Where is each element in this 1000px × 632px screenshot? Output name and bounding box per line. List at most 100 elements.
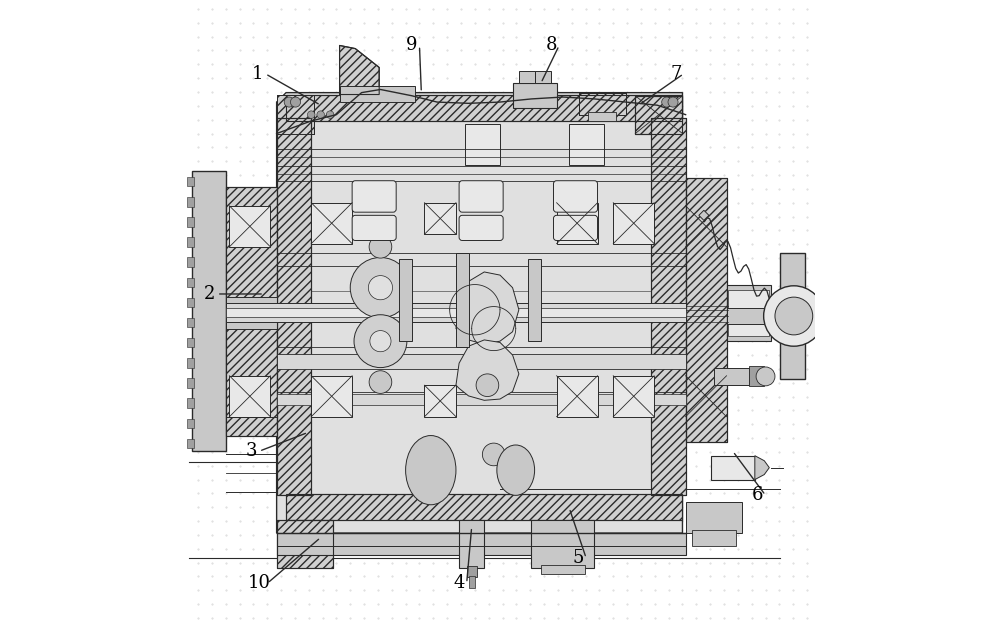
Circle shape [775, 297, 813, 335]
Text: 8: 8 [546, 37, 557, 54]
Bar [277, 394, 686, 405]
Text: 2: 2 [204, 285, 215, 303]
Bar [187, 439, 194, 448]
Bar [187, 238, 194, 246]
Bar [613, 376, 654, 416]
Circle shape [756, 367, 775, 386]
Bar [424, 386, 456, 416]
Bar [286, 494, 682, 521]
Bar [467, 566, 477, 577]
Bar [277, 95, 314, 133]
Text: 10: 10 [248, 574, 271, 592]
Bar [311, 376, 352, 416]
Circle shape [476, 374, 499, 396]
Circle shape [482, 443, 505, 466]
Bar [311, 203, 352, 244]
Bar [749, 367, 764, 387]
Bar [528, 259, 541, 341]
Circle shape [662, 97, 672, 107]
FancyBboxPatch shape [553, 216, 598, 241]
Bar [277, 95, 314, 133]
Bar [277, 521, 333, 568]
Bar [187, 217, 194, 227]
Bar [459, 521, 484, 568]
Bar [187, 197, 194, 207]
Circle shape [354, 315, 407, 368]
Circle shape [290, 97, 301, 107]
Bar [277, 521, 333, 568]
Bar [187, 298, 194, 307]
Bar [399, 259, 412, 341]
Text: 5: 5 [573, 549, 584, 568]
Text: 1: 1 [252, 64, 263, 83]
Bar [187, 338, 194, 348]
Bar [728, 289, 769, 336]
FancyBboxPatch shape [459, 216, 503, 241]
Bar [229, 206, 270, 246]
Polygon shape [340, 46, 379, 95]
Bar [635, 96, 682, 133]
Circle shape [368, 276, 393, 300]
Bar [727, 284, 771, 341]
Bar [465, 124, 500, 165]
Polygon shape [456, 340, 519, 400]
Bar [686, 502, 742, 533]
FancyBboxPatch shape [459, 181, 503, 212]
Text: 6: 6 [752, 487, 764, 504]
Circle shape [668, 97, 678, 107]
Bar [469, 576, 475, 588]
Bar [686, 178, 727, 442]
FancyBboxPatch shape [553, 181, 598, 212]
Circle shape [370, 331, 391, 352]
Bar [286, 95, 682, 121]
Polygon shape [755, 456, 769, 480]
Bar [569, 124, 604, 165]
Bar [541, 564, 585, 574]
Ellipse shape [497, 445, 535, 495]
Text: 9: 9 [406, 37, 418, 54]
Polygon shape [192, 171, 226, 451]
Bar [277, 118, 311, 495]
Bar [651, 118, 686, 495]
Bar [226, 297, 277, 329]
Bar [557, 376, 598, 416]
Bar [579, 93, 626, 114]
Circle shape [317, 111, 324, 118]
Circle shape [764, 286, 824, 346]
Bar [286, 95, 682, 121]
Circle shape [326, 111, 334, 118]
Bar [226, 303, 686, 322]
Text: 4: 4 [453, 574, 465, 592]
Circle shape [369, 236, 392, 258]
FancyBboxPatch shape [352, 181, 396, 212]
Bar [711, 456, 755, 480]
Bar [277, 533, 686, 555]
Bar [187, 177, 194, 186]
Polygon shape [699, 210, 709, 221]
Bar [226, 187, 277, 435]
Bar [424, 203, 456, 234]
Polygon shape [277, 93, 682, 533]
Polygon shape [456, 272, 519, 344]
Bar [557, 203, 598, 244]
Bar [277, 354, 686, 370]
Circle shape [307, 111, 315, 118]
Bar [187, 358, 194, 368]
Bar [187, 418, 194, 428]
Circle shape [369, 371, 392, 393]
Bar [613, 203, 654, 244]
Bar [519, 71, 535, 83]
Bar [579, 93, 626, 114]
Bar [531, 521, 594, 568]
Text: 3: 3 [246, 442, 257, 460]
Bar [187, 257, 194, 267]
Bar [456, 253, 469, 348]
Bar [277, 118, 311, 495]
Bar [187, 379, 194, 387]
Bar [588, 111, 616, 121]
Ellipse shape [406, 435, 456, 505]
Bar [226, 308, 686, 317]
Bar [340, 87, 415, 102]
Bar [727, 308, 781, 324]
Bar [187, 277, 194, 287]
